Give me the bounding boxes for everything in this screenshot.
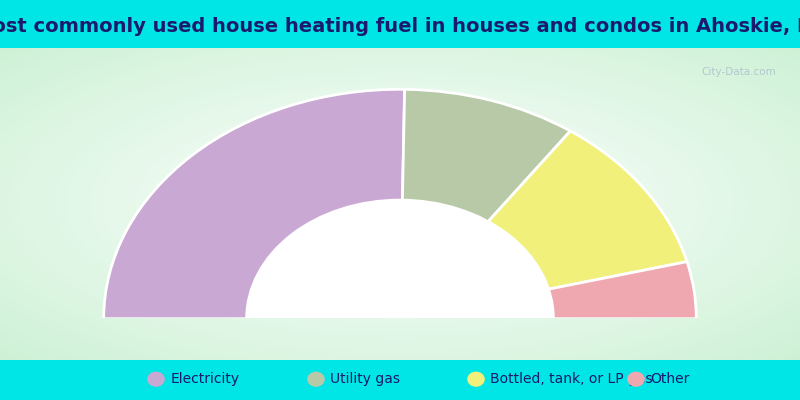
Wedge shape <box>400 262 696 319</box>
Circle shape <box>246 200 554 400</box>
Text: Utility gas: Utility gas <box>330 372 401 386</box>
Ellipse shape <box>627 372 645 387</box>
Text: City-Data.com: City-Data.com <box>702 67 776 77</box>
Text: Bottled, tank, or LP gas: Bottled, tank, or LP gas <box>490 372 653 386</box>
Wedge shape <box>104 89 405 319</box>
Ellipse shape <box>467 372 485 387</box>
Text: Most commonly used house heating fuel in houses and condos in Ahoskie, NC: Most commonly used house heating fuel in… <box>0 17 800 36</box>
Wedge shape <box>400 131 687 319</box>
Wedge shape <box>400 89 570 319</box>
Text: Electricity: Electricity <box>170 372 239 386</box>
Ellipse shape <box>147 372 165 387</box>
Text: Other: Other <box>650 372 690 386</box>
Ellipse shape <box>307 372 325 387</box>
Bar <box>0 319 800 360</box>
